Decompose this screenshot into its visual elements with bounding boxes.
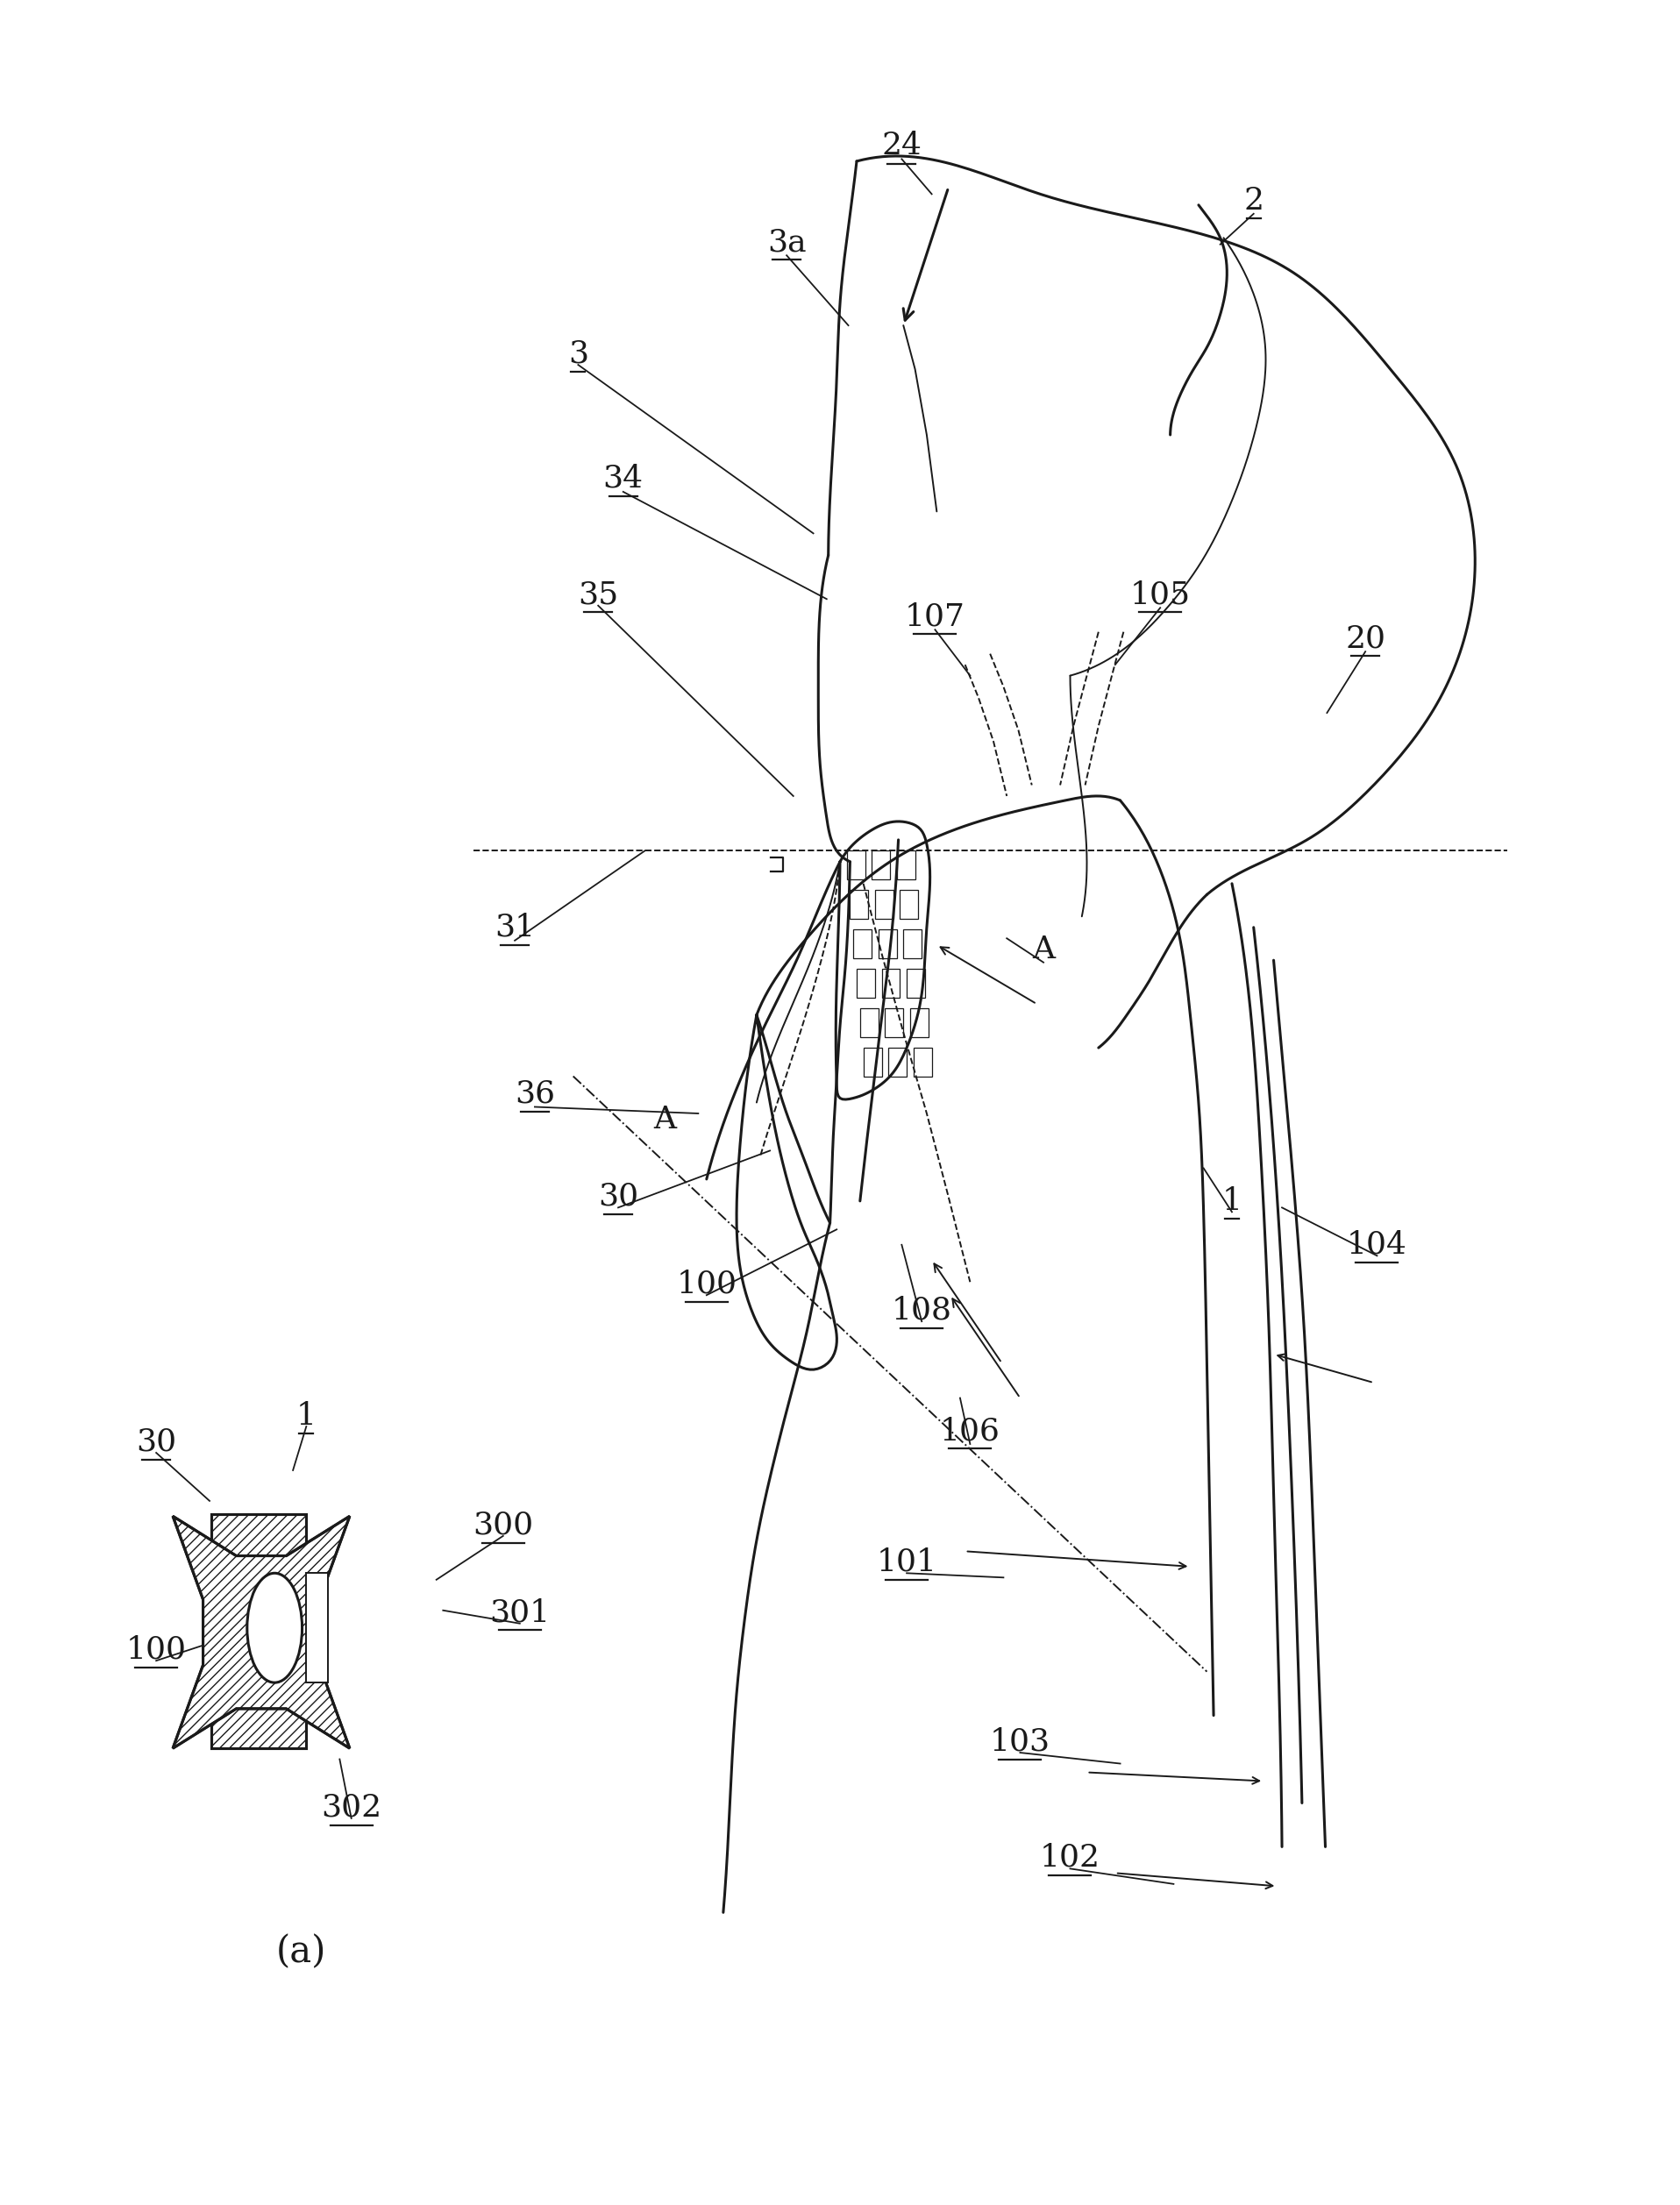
Text: 24: 24 — [882, 130, 922, 161]
Text: (a): (a) — [276, 1934, 326, 1971]
Bar — [860, 1008, 879, 1036]
Text: A: A — [1032, 935, 1055, 964]
Text: 302: 302 — [321, 1793, 381, 1821]
Text: 31: 31 — [494, 913, 534, 942]
Text: 106: 106 — [939, 1416, 1000, 1446]
Text: 3: 3 — [568, 340, 588, 368]
Text: 20: 20 — [1346, 624, 1386, 653]
Text: 103: 103 — [990, 1727, 1050, 1757]
Text: 301: 301 — [489, 1599, 549, 1627]
Text: 35: 35 — [578, 580, 618, 609]
Text: 105: 105 — [1131, 580, 1191, 609]
Bar — [853, 931, 872, 957]
Bar — [900, 891, 919, 919]
Text: 104: 104 — [1347, 1230, 1408, 1259]
Bar — [857, 968, 875, 997]
Text: 34: 34 — [603, 463, 643, 494]
Bar — [306, 1572, 328, 1682]
Text: 30: 30 — [598, 1182, 638, 1211]
Text: 100: 100 — [126, 1634, 186, 1665]
Text: 101: 101 — [877, 1548, 937, 1577]
Text: 107: 107 — [906, 602, 966, 631]
Bar — [212, 1515, 306, 1749]
Text: 30: 30 — [136, 1427, 176, 1458]
Bar — [914, 1047, 932, 1076]
Ellipse shape — [247, 1572, 302, 1682]
Polygon shape — [173, 1517, 349, 1749]
Text: 1: 1 — [296, 1400, 316, 1431]
Text: 1: 1 — [1221, 1186, 1242, 1215]
Bar — [864, 1047, 882, 1076]
Text: 2: 2 — [1243, 185, 1263, 216]
Text: 3a: 3a — [768, 227, 806, 258]
Bar — [882, 968, 900, 997]
Bar — [847, 851, 865, 880]
Text: 102: 102 — [1040, 1843, 1100, 1872]
Text: 300: 300 — [472, 1510, 534, 1539]
Bar — [879, 931, 897, 957]
Text: 100: 100 — [677, 1270, 738, 1299]
Bar — [897, 851, 916, 880]
Bar — [872, 851, 890, 880]
Bar — [885, 1008, 904, 1036]
Bar — [889, 1047, 907, 1076]
Bar — [904, 931, 922, 957]
Bar — [907, 968, 926, 997]
Text: 108: 108 — [892, 1297, 953, 1325]
Text: 36: 36 — [514, 1078, 554, 1109]
Bar — [875, 891, 894, 919]
Bar — [850, 891, 869, 919]
Bar — [212, 1515, 306, 1749]
Bar — [911, 1008, 929, 1036]
Text: A: A — [654, 1105, 677, 1136]
